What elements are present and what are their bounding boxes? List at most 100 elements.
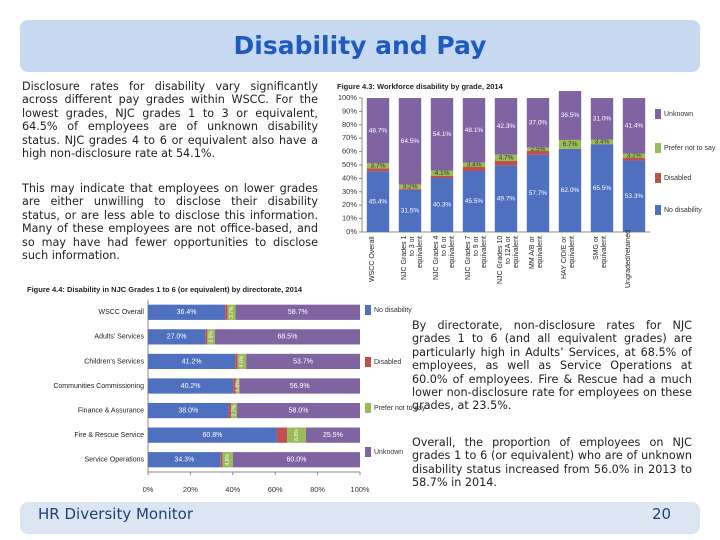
- x-tick-label: NJC Grades 1 to 3 or equivalent: [401, 236, 424, 281]
- y-tick-label: 100%: [338, 93, 358, 102]
- bar-segment: [214, 329, 360, 345]
- bar-segment: [235, 304, 360, 320]
- data-label: 3.2%: [627, 152, 642, 159]
- y-tick-label: 50%: [342, 160, 357, 169]
- bar-segment: [287, 427, 306, 443]
- data-label: 60.0%: [286, 457, 306, 464]
- bar-segment: [366, 163, 390, 169]
- slide-title: Disability and Pay: [20, 20, 700, 72]
- paragraph: By directorate, non-disclosure rates for…: [412, 319, 692, 413]
- paragraph: Disclosure rates for disability vary sig…: [22, 80, 318, 161]
- bar-segment: [205, 329, 208, 345]
- data-label: 1.6%: [235, 380, 241, 392]
- x-tick-label: SMG or equivalent: [593, 236, 608, 268]
- x-tick-label: 0%: [143, 485, 154, 494]
- bar-segment: [622, 157, 646, 161]
- data-label: 3.5%: [208, 331, 214, 343]
- legend-label: No disability: [374, 307, 412, 314]
- data-label: 6.7%: [563, 141, 578, 148]
- bar-segment: [237, 353, 247, 370]
- legend-label: Unknown: [664, 111, 693, 118]
- bar-segment: [366, 168, 390, 172]
- bar-segment: [305, 427, 360, 443]
- legend-label: Prefer not to say: [664, 145, 716, 152]
- legend-swatch: [365, 447, 371, 457]
- y-tick-label: 90%: [342, 106, 357, 115]
- bar-segment: [148, 452, 221, 468]
- chart-title: Figure 4.4: Disability in NJC Grades 1 t…: [27, 285, 303, 294]
- data-label: 45.4%: [369, 198, 388, 205]
- data-label: 3.7%: [371, 162, 386, 169]
- x-tick-label: 20%: [183, 485, 198, 494]
- data-label: 3.4%: [595, 139, 610, 146]
- data-label: 48.1%: [465, 127, 484, 134]
- bar-segment: [430, 170, 454, 176]
- bar-segment: [225, 304, 228, 320]
- y-tick-label: WSCC Overall: [98, 309, 144, 316]
- bar-segment: [430, 177, 454, 232]
- bar-segment: [148, 378, 234, 394]
- y-tick-label: Service Operations: [84, 457, 144, 464]
- x-tick-label: Ungraded/retained: [625, 230, 632, 288]
- y-tick-label: 20%: [342, 200, 357, 209]
- bar-segment: [590, 98, 614, 140]
- data-label: 53.7%: [293, 358, 313, 365]
- legend-swatch: [365, 403, 371, 413]
- data-label: 57.7%: [529, 190, 548, 197]
- y-tick-label: 60%: [342, 147, 357, 156]
- data-label: 65.5%: [593, 185, 612, 192]
- y-tick-label: Communities Commissioning: [53, 383, 144, 390]
- bar-segment: [494, 154, 518, 161]
- y-tick-label: Adults' Services: [94, 334, 144, 341]
- bar-segment: [148, 402, 229, 419]
- x-tick-label: 80%: [310, 485, 325, 494]
- bar-segment: [231, 402, 238, 419]
- data-label: 3.2%: [403, 183, 418, 190]
- data-label: 27.0%: [167, 334, 187, 341]
- data-label: 41.4%: [625, 122, 644, 129]
- bar-segment: [148, 353, 236, 370]
- bar-segment: [220, 452, 223, 468]
- legend-label: Disabled: [664, 175, 691, 182]
- x-tick-label: HAY C/D/E or equivalent: [561, 236, 576, 279]
- data-label: 34.3%: [174, 457, 194, 464]
- data-label: 42.3%: [497, 123, 516, 130]
- footer-label: HR Diversity Monitor: [38, 505, 193, 523]
- legend-label: Prefer not to say: [374, 405, 426, 412]
- paragraph: Overall, the proportion of employees on …: [412, 436, 692, 490]
- legend-label: No disability: [664, 207, 702, 214]
- bar-segment: [227, 304, 236, 320]
- bar-segment: [366, 98, 390, 164]
- data-label: 31.5%: [401, 208, 420, 215]
- bar-segment: [237, 402, 360, 419]
- legend-swatch: [365, 357, 371, 367]
- data-label: 4.1%: [435, 170, 450, 177]
- bar-segment: [526, 154, 550, 232]
- data-label: 3.7%: [229, 306, 235, 318]
- bar-segment: [246, 353, 360, 370]
- y-tick-label: 80%: [342, 120, 357, 129]
- y-tick-label: 40%: [342, 173, 357, 182]
- x-tick-label: NJC Grades 10 to 12A or equivalent: [497, 236, 520, 285]
- bar-segment: [526, 98, 550, 148]
- y-tick-label: Finance & Assurance: [78, 407, 144, 414]
- bar-segment: [558, 148, 582, 232]
- legend-label: Disabled: [374, 359, 401, 366]
- data-label: 4.0%: [239, 355, 245, 367]
- page-number: 20: [652, 505, 672, 523]
- data-label: 40.2%: [181, 383, 201, 390]
- y-tick-label: Fire & Rescue Service: [74, 432, 144, 439]
- bar-segment: [494, 98, 518, 155]
- bar-segment: [590, 144, 614, 232]
- bar-segment: [148, 304, 226, 320]
- bar-segment: [430, 175, 454, 178]
- legend-swatch: [655, 143, 661, 153]
- legend-swatch: [655, 205, 661, 215]
- bar-segment: [462, 162, 486, 168]
- bar-segment: [398, 184, 422, 189]
- legend-label: Unknown: [374, 449, 403, 456]
- data-label: 40.3%: [433, 202, 452, 209]
